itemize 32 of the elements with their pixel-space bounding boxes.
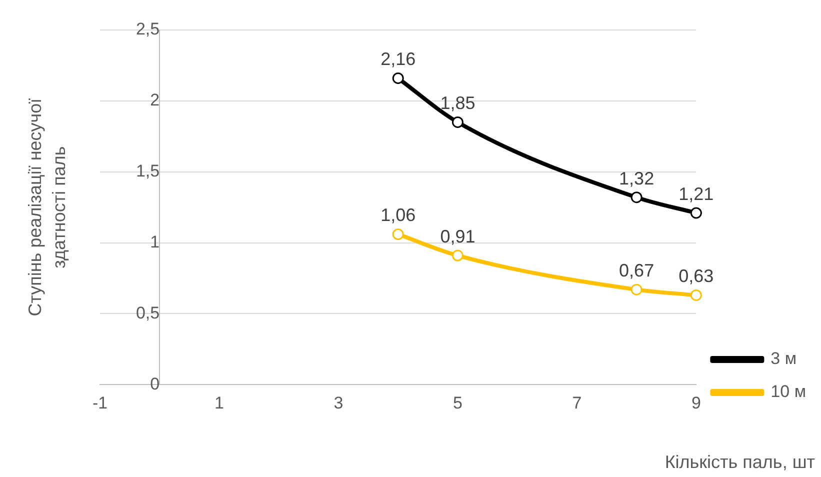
y-tick-label: 0,5 [136,303,160,322]
x-tick-label: 3 [334,393,344,412]
y-tick-label: 2 [150,90,160,110]
data-label: 1,06 [380,205,416,226]
point [690,207,702,219]
y-tick-label: 2,5 [136,20,160,39]
x-tick-label: 9 [691,393,701,412]
y-tick-label: 1,5 [136,162,160,181]
y-tick-label: 0 [150,374,160,394]
data-label: 1,32 [619,168,654,188]
point [452,250,464,262]
legend-label: 3 м [770,349,797,368]
legend-label: 10 м [770,382,806,402]
data-label: 0,63 [678,266,714,286]
y-tick-label: 1 [150,232,160,252]
point [630,192,642,204]
x-tick-label: 1 [214,393,224,412]
y-axis-title: Ступінь реалізації несучої здатності паль [24,98,69,316]
point [392,72,404,84]
data-label: 2,16 [380,49,416,70]
data-label: 1,21 [678,184,714,204]
x-tick-label: 7 [572,393,582,412]
point [392,228,404,240]
data-label: 1,85 [440,93,476,114]
point [690,289,702,301]
data-label: 0,91 [440,226,476,246]
x-tick-label: 5 [452,393,462,412]
data-label: 0,67 [619,260,654,281]
point [630,284,642,296]
x-tick-label: -1 [92,393,108,412]
point [452,116,464,128]
x-axis-title: Кількість паль, шт [664,452,815,472]
